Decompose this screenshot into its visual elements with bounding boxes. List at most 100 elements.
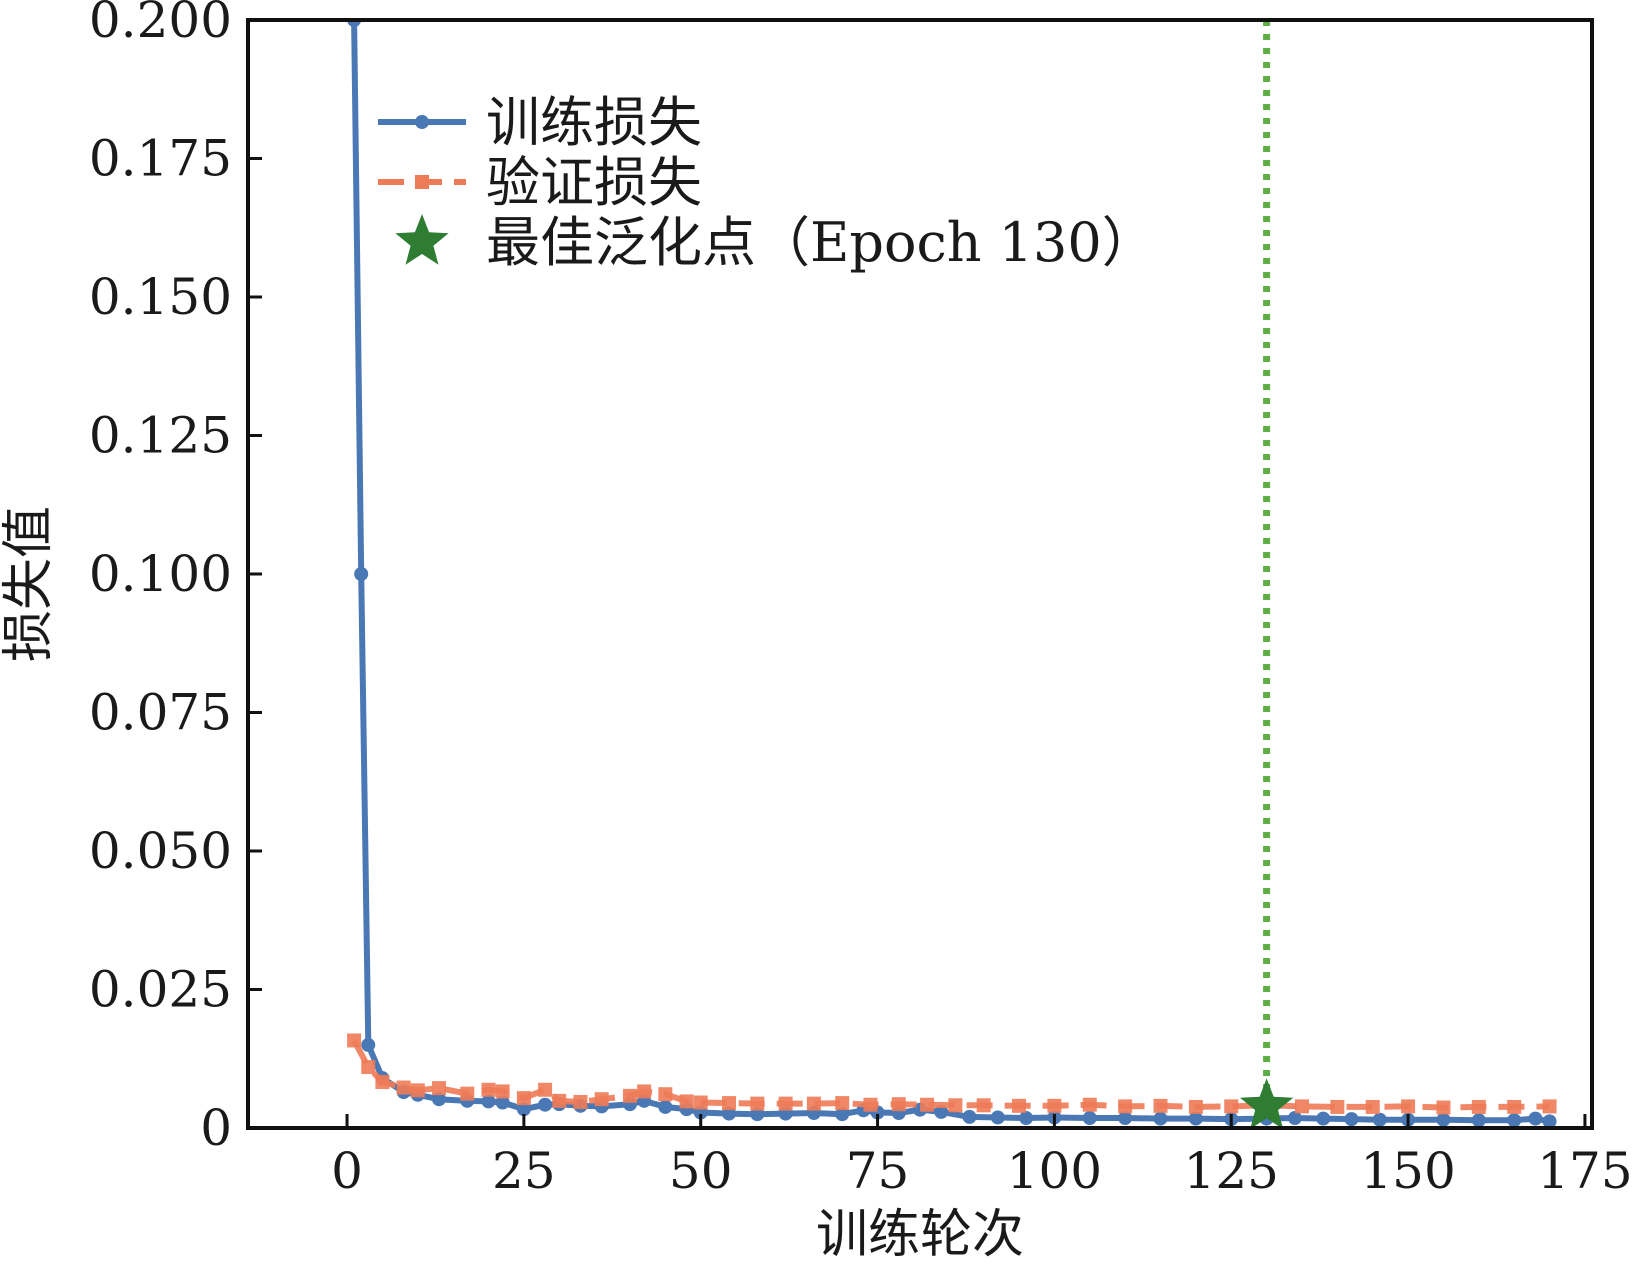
legend-label-best-point: 最佳泛化点（Epoch 130）	[486, 211, 1156, 274]
legend-swatch-marker-val	[415, 175, 429, 189]
data-point-train	[1528, 1111, 1543, 1126]
x-tick-label: 25	[492, 1142, 556, 1200]
data-point-val	[920, 1097, 935, 1112]
data-point-val	[622, 1088, 637, 1103]
data-point-val	[1365, 1099, 1380, 1114]
x-tick-label: 50	[669, 1142, 733, 1200]
axes-layer: 0 25 50 75 100 125 150 175 0 0.025 0.050 0.075 0.100…	[89, 0, 1633, 1200]
data-point-val	[396, 1080, 411, 1095]
legend-swatch-star	[395, 214, 449, 265]
data-point-val	[594, 1092, 609, 1107]
data-point-train	[934, 1104, 949, 1119]
data-point-train	[1344, 1112, 1359, 1127]
data-point-train	[1436, 1112, 1451, 1127]
series-line-val	[351, 1039, 1550, 1111]
data-point-val	[1330, 1099, 1345, 1114]
data-point-val	[1294, 1099, 1309, 1114]
marks-layer	[347, 20, 1557, 1129]
data-point-val	[693, 1095, 708, 1110]
x-tick-label: 100	[1007, 1142, 1102, 1200]
data-point-val	[976, 1098, 991, 1113]
data-point-val	[1047, 1098, 1062, 1113]
data-point-train	[1372, 1112, 1387, 1127]
data-point-val	[679, 1094, 694, 1109]
data-point-val	[347, 1033, 362, 1048]
data-point-val	[361, 1060, 376, 1075]
y-tick-label: 0.075	[89, 684, 232, 742]
data-point-val	[891, 1097, 906, 1112]
x-axis-label: 训练轮次	[816, 1205, 1024, 1265]
data-point-train	[1542, 1114, 1557, 1128]
data-point-train	[835, 1107, 850, 1122]
data-point-val	[495, 1084, 510, 1099]
x-tick-label: 175	[1537, 1142, 1632, 1200]
data-point-train	[658, 1099, 673, 1114]
data-point-train	[481, 1094, 496, 1109]
data-point-val	[1224, 1099, 1239, 1114]
y-tick-label: 0.200	[89, 0, 232, 49]
y-tick-label: 0.100	[89, 545, 232, 603]
legend: 训练损失 验证损失 最佳泛化点（Epoch 130）	[378, 91, 1156, 274]
data-point-val	[835, 1096, 850, 1111]
data-point-train	[495, 1095, 510, 1110]
data-point-val	[637, 1084, 652, 1099]
legend-swatch-marker-train	[415, 115, 429, 129]
legend-label-train: 训练损失	[486, 91, 702, 154]
plot-frame	[246, 18, 1594, 1130]
data-point-train	[1287, 1111, 1302, 1126]
plot-area	[347, 20, 1557, 1128]
data-point-val	[375, 1075, 390, 1090]
data-point-train	[962, 1109, 977, 1124]
x-tick-label: 75	[846, 1142, 910, 1200]
data-point-val	[410, 1083, 425, 1098]
x-tick-label: 0	[331, 1142, 363, 1200]
y-tick-label: 0.125	[89, 407, 232, 465]
data-point-val	[516, 1091, 531, 1106]
y-tick-label: 0.050	[89, 822, 232, 880]
y-axis-label: 损失值	[0, 506, 59, 662]
data-point-val	[750, 1096, 765, 1111]
data-point-val	[778, 1096, 793, 1111]
data-point-val	[1153, 1098, 1168, 1113]
data-point-train	[1507, 1113, 1522, 1128]
best-point-star	[1240, 1078, 1294, 1129]
data-point-train	[1019, 1111, 1034, 1126]
x-tick-label: 125	[1184, 1142, 1279, 1200]
y-tick-label: 0.175	[89, 130, 232, 188]
data-point-val	[863, 1097, 878, 1112]
data-point-train	[990, 1110, 1005, 1125]
data-point-val	[658, 1087, 673, 1102]
y-tick-label: 0.150	[89, 268, 232, 326]
data-point-train	[1082, 1111, 1097, 1126]
y-tick-label: 0	[200, 1099, 232, 1157]
data-point-train	[750, 1107, 765, 1122]
data-point-train	[1188, 1111, 1203, 1126]
data-point-val	[1507, 1099, 1522, 1114]
data-point-val	[948, 1098, 963, 1113]
data-point-val	[722, 1096, 737, 1111]
data-point-val	[481, 1082, 496, 1097]
data-point-val	[552, 1093, 567, 1108]
data-point-train	[1118, 1111, 1133, 1126]
data-point-train	[538, 1097, 553, 1112]
data-point-val	[1118, 1099, 1133, 1114]
data-point-train	[361, 1037, 376, 1052]
data-point-val	[1471, 1099, 1486, 1114]
data-point-train	[431, 1092, 446, 1107]
data-point-val	[1401, 1099, 1416, 1114]
data-point-train	[1471, 1113, 1486, 1128]
data-point-val	[460, 1086, 475, 1101]
data-point-val	[1436, 1100, 1451, 1115]
data-point-val	[573, 1094, 588, 1109]
data-point-train	[516, 1102, 531, 1117]
data-point-val	[1188, 1099, 1203, 1114]
data-point-train	[1316, 1111, 1331, 1126]
data-point-train	[1153, 1111, 1168, 1126]
legend-label-val: 验证损失	[486, 151, 702, 214]
data-point-val	[1542, 1099, 1557, 1114]
data-point-val	[1082, 1097, 1097, 1112]
x-tick-label: 150	[1360, 1142, 1455, 1200]
data-point-val	[431, 1081, 446, 1096]
data-point-val	[1012, 1098, 1027, 1113]
